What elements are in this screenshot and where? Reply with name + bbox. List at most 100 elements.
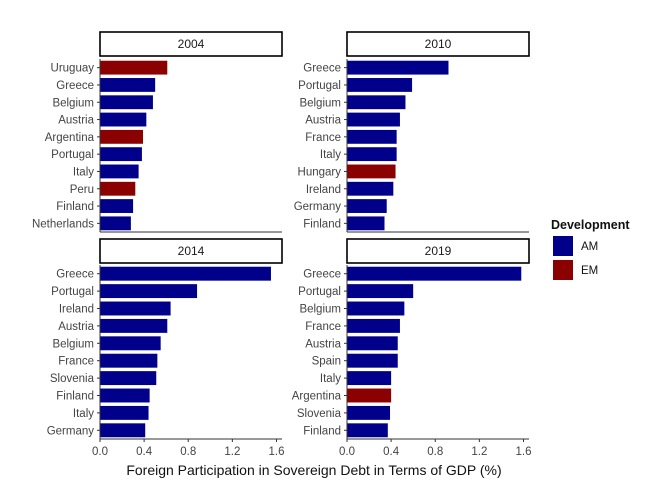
- facet-strip: [99, 238, 283, 264]
- y-tick-label: France: [305, 321, 341, 333]
- y-tick-label: Uruguay: [51, 63, 95, 75]
- y-tick-label: Finland: [56, 391, 94, 403]
- x-tick-label: 0.4: [383, 446, 400, 458]
- y-tick-label: Italy: [320, 373, 341, 385]
- x-tick-label: 1.2: [471, 446, 487, 458]
- y-tick-label: Portugal: [298, 286, 341, 298]
- bar: [347, 336, 398, 351]
- y-tick-label: Austria: [58, 115, 94, 127]
- y-tick-label: Belgium: [299, 97, 341, 109]
- y-tick-label: Ireland: [306, 184, 341, 196]
- facet-panel-2019: 2019 Greece Portugal Belgium France Austria Sp…: [292, 238, 531, 458]
- y-tick-label: Greece: [56, 269, 94, 281]
- x-tick-label: 0.8: [180, 446, 196, 458]
- bar: [100, 318, 168, 333]
- y-tick-label: Hungary: [298, 166, 342, 178]
- y-tick-label: Finland: [56, 201, 94, 213]
- y-tick-label: Austria: [305, 338, 341, 350]
- y-tick-label: Ireland: [59, 304, 94, 316]
- x-tick-label: 0.0: [339, 446, 355, 458]
- bar: [100, 353, 158, 368]
- facet-panel-2010: 2010 Greece Portugal Belgium Austria France It…: [294, 31, 530, 233]
- x-tick-label: 0.8: [427, 446, 443, 458]
- x-tick-label: 1.2: [224, 446, 240, 458]
- y-tick-label: Portugal: [51, 286, 94, 298]
- x-axis-title: Foreign Participation in Sovereign Debt …: [126, 462, 501, 478]
- bar: [100, 371, 157, 386]
- y-tick-label: Belgium: [52, 338, 94, 350]
- bar: [347, 371, 392, 386]
- y-tick-label: Belgium: [52, 97, 94, 109]
- bar: [347, 147, 397, 162]
- bar: [100, 129, 144, 144]
- y-tick-label: Germany: [294, 201, 342, 213]
- legend-label-EM: EM: [581, 265, 598, 277]
- bar: [100, 112, 147, 127]
- bar: [347, 318, 400, 333]
- y-tick-label: Greece: [303, 269, 341, 281]
- y-tick-label: Argentina: [45, 132, 95, 144]
- bar: [100, 164, 139, 179]
- legend-label-AM: AM: [581, 241, 598, 253]
- bar: [100, 284, 198, 299]
- bar: [347, 405, 391, 420]
- x-tick-label: 0.0: [92, 446, 108, 458]
- bar: [347, 129, 397, 144]
- facet-title: 2014: [178, 244, 205, 258]
- y-tick-label: Finland: [303, 425, 341, 437]
- legend-title: Development: [551, 218, 630, 232]
- bar: [347, 423, 388, 438]
- bar: [100, 336, 161, 351]
- facet-strip: [346, 238, 530, 264]
- bar: [347, 266, 522, 281]
- bar: [100, 301, 171, 316]
- bar: [347, 60, 449, 75]
- legend-swatch-AM: [553, 236, 573, 256]
- y-tick-label: Portugal: [51, 149, 94, 161]
- bar: [100, 147, 142, 162]
- y-tick-label: France: [58, 356, 94, 368]
- y-tick-label: Netherlands: [32, 218, 94, 230]
- bar: [100, 181, 136, 196]
- bar: [347, 388, 392, 403]
- facet-panels: 2004 Uruguay Greece Belgium Austria Argentina…: [32, 31, 531, 458]
- facet-panel-2004: 2004 Uruguay Greece Belgium Austria Argentina…: [32, 31, 283, 233]
- bar: [347, 353, 398, 368]
- bar: [347, 95, 406, 110]
- facet-panel-2014: 2014 Greece Portugal Ireland Austria Belgium F…: [47, 238, 284, 458]
- y-tick-label: Peru: [70, 184, 94, 196]
- y-tick-label: Greece: [303, 63, 341, 75]
- bar: [100, 60, 168, 75]
- facet-title: 2019: [425, 244, 452, 258]
- x-tick-label: 1.6: [515, 446, 531, 458]
- y-tick-label: Spain: [312, 356, 341, 368]
- legend-swatch-EM: [553, 260, 573, 280]
- y-tick-label: Greece: [56, 80, 94, 92]
- y-tick-label: Portugal: [298, 80, 341, 92]
- bar: [347, 181, 394, 196]
- facet-strip: [346, 31, 530, 57]
- y-tick-label: Belgium: [299, 304, 341, 316]
- y-tick-label: France: [305, 132, 341, 144]
- y-tick-label: Argentina: [292, 391, 342, 403]
- bar: [347, 78, 413, 92]
- bar: [347, 164, 396, 179]
- y-tick-label: Germany: [47, 425, 95, 437]
- bar: [100, 405, 149, 420]
- y-tick-label: Austria: [58, 321, 94, 333]
- y-tick-label: Italy: [73, 408, 94, 420]
- bar: [347, 301, 405, 316]
- y-tick-label: Italy: [320, 149, 341, 161]
- bar: [100, 95, 153, 110]
- legend: Development AM EM: [551, 218, 630, 280]
- y-tick-label: Finland: [303, 218, 341, 230]
- bar: [347, 199, 387, 213]
- facet-strip: [99, 31, 283, 57]
- bar: [100, 388, 150, 403]
- bar: [100, 78, 156, 92]
- bar: [100, 423, 146, 438]
- bar: [347, 112, 400, 127]
- y-tick-label: Italy: [73, 166, 94, 178]
